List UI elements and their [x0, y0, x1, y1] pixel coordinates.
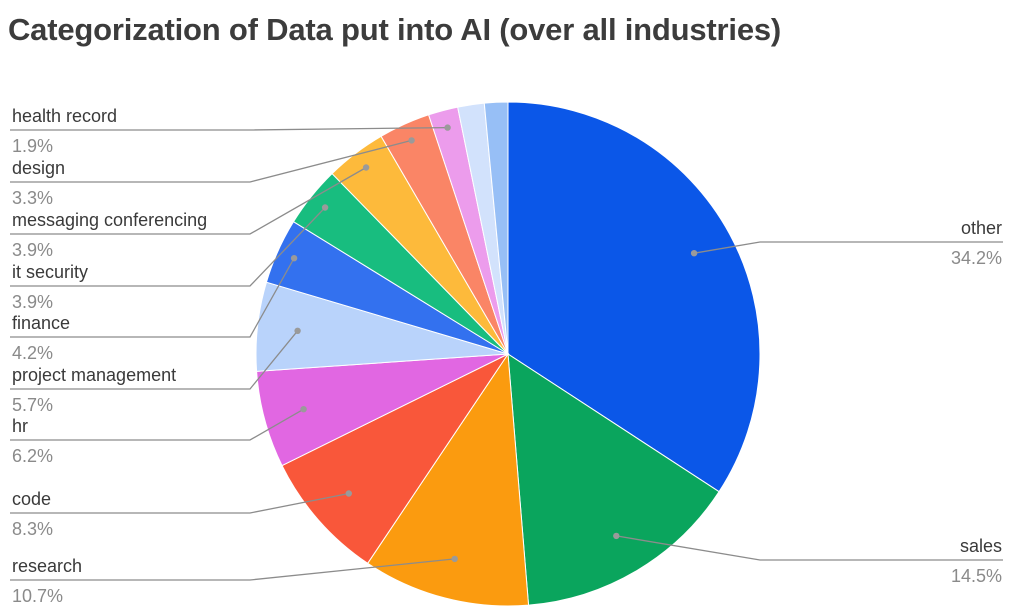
leader-dot-it-security — [321, 204, 329, 211]
leader-line-code — [10, 492, 349, 514]
leader-line-sales — [616, 535, 1003, 561]
slice-percent-design: 3.3% — [12, 188, 53, 208]
leader-dot-health-record — [444, 124, 451, 131]
leader-dot-other — [690, 250, 698, 257]
leader-lines — [10, 124, 1003, 581]
leader-line-messaging-conferencing — [10, 166, 367, 235]
leader-line-it-security — [10, 207, 326, 287]
slice-labels: other 34.2% sales 14.5% research 10.7% code 8.3… — [12, 106, 1002, 606]
slice-percent-messaging-conferencing: 3.9% — [12, 240, 53, 260]
leader-line-research — [10, 558, 455, 581]
slice-percent-it-security: 3.9% — [12, 292, 53, 312]
leader-dot-finance — [290, 255, 298, 262]
slice-percent-research: 10.7% — [12, 586, 63, 606]
slice-percent-project-management: 5.7% — [12, 395, 53, 415]
slice-label-project-management: project management — [12, 365, 176, 385]
slice-label-research: research — [12, 556, 82, 576]
slice-label-code: code — [12, 489, 51, 509]
slice-label-other: other — [961, 218, 1002, 238]
pie-slice-other — [507, 101, 761, 493]
leader-line-health-record — [10, 126, 448, 131]
pie-slice-research — [366, 352, 530, 607]
chart-title: Categorization of Data put into AI (over… — [8, 12, 782, 47]
slice-percent-finance: 4.2% — [12, 343, 53, 363]
slice-label-it-security: it security — [12, 262, 88, 282]
slice-label-finance: finance — [12, 313, 70, 333]
slice-label-messaging-conferencing: messaging conferencing — [12, 210, 207, 230]
leader-line-design — [10, 139, 412, 183]
leader-dot-sales — [613, 532, 620, 540]
slice-percent-other: 34.2% — [951, 248, 1002, 268]
leader-line-project-management — [10, 330, 299, 390]
leader-dot-messaging-conferencing — [362, 164, 370, 171]
leader-line-other — [693, 241, 1003, 254]
leader-line-hr — [10, 408, 304, 441]
pie-slice-unlabeled-12 — [483, 101, 509, 355]
leader-dot-hr — [300, 406, 307, 413]
leader-dot-design — [408, 137, 415, 144]
slice-label-design: design — [12, 158, 65, 178]
slice-percent-hr: 6.2% — [12, 446, 53, 466]
leader-dot-project-management — [294, 327, 301, 334]
slice-label-hr: hr — [12, 416, 28, 436]
slice-label-health-record: health record — [12, 106, 117, 126]
slice-label-sales: sales — [960, 536, 1002, 556]
pie-slice-sales — [507, 353, 720, 606]
leader-dot-research — [451, 555, 458, 563]
leader-dot-code — [345, 490, 352, 497]
slice-percent-health-record: 1.9% — [12, 136, 53, 156]
pie-slice-code — [281, 352, 510, 565]
slice-percent-code: 8.3% — [12, 519, 53, 539]
pie-slices — [255, 101, 761, 607]
slice-percent-sales: 14.5% — [951, 566, 1002, 586]
leader-line-finance — [10, 257, 295, 338]
